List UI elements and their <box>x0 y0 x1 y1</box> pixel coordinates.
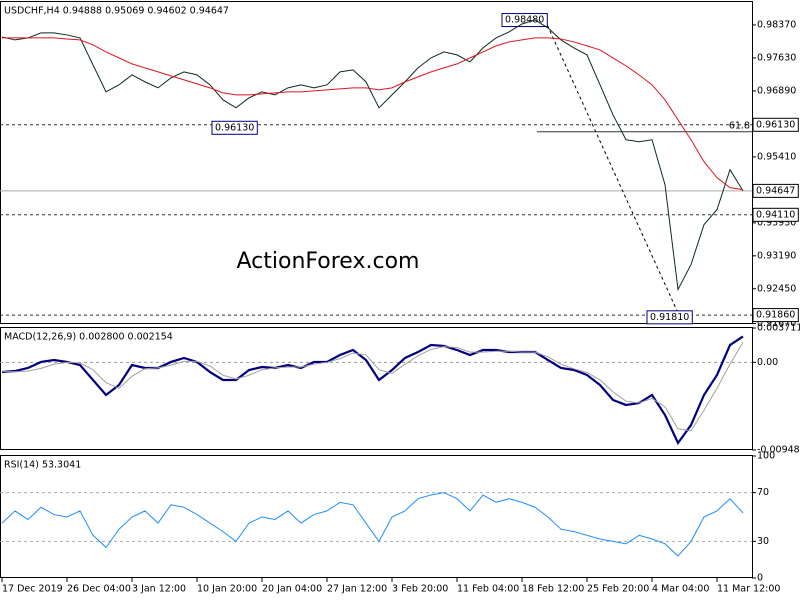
y-tick-label: 0.93190 <box>757 250 796 261</box>
y-tick-label: 0.98370 <box>757 19 796 30</box>
series-line <box>1 335 744 446</box>
panel-title: MACD(12,26,9) 0.002800 0.002154 <box>4 332 173 343</box>
y-tick-label: 0.92450 <box>757 283 796 294</box>
annotation-label: 0.96130 <box>215 122 254 133</box>
annotation-label: 0.91810 <box>650 312 689 323</box>
annotation-label: 0.98480 <box>505 15 544 26</box>
series-line <box>1 342 744 432</box>
x-tick-label: 3 Feb 20:00 <box>392 584 448 595</box>
series-line <box>1 492 744 557</box>
annotation-box <box>501 13 548 28</box>
y-tick-label: 30 <box>757 536 769 547</box>
panel-title: RSI(14) 53.3041 <box>4 460 81 471</box>
series-line <box>2 37 744 191</box>
y-tick-label: 100 <box>757 451 775 462</box>
annotation-box <box>646 310 693 325</box>
level-label-box <box>752 308 799 323</box>
y-tick-label: 0.91670 <box>757 318 796 329</box>
x-tick-label: 27 Jan 12:00 <box>327 584 387 595</box>
x-tick-label: 10 Jan 20:00 <box>197 584 257 595</box>
last-price-label-box <box>752 183 799 198</box>
x-tick-label: 25 Feb 20:00 <box>587 584 649 595</box>
y-tick-label: 0.93930 <box>757 217 796 228</box>
series-line <box>1 19 744 292</box>
level-label-box <box>752 117 799 132</box>
price-panel <box>0 1 753 324</box>
y-tick-label: 0.95410 <box>757 151 796 162</box>
fib-label: 61.8 <box>729 120 750 131</box>
rsi-panel <box>0 455 753 578</box>
level-label-box <box>752 207 799 222</box>
annotation-box <box>211 120 258 135</box>
x-tick-label: 18 Feb 12:00 <box>522 584 584 595</box>
last-price-label: 0.94647 <box>756 185 795 196</box>
x-tick-label: 26 Dec 04:00 <box>67 584 131 595</box>
swing-line <box>544 19 681 318</box>
x-tick-label: 11 Mar 12:00 <box>717 584 780 595</box>
y-tick-label: -0.00948 <box>757 445 800 456</box>
panel-title: USDCHF,H4 0.94888 0.95069 0.94602 0.9464… <box>4 6 229 17</box>
y-tick-label: 0.003711 <box>757 323 800 334</box>
watermark: ActionForex.com <box>237 249 420 274</box>
level-label: 0.91860 <box>756 310 795 321</box>
macd-panel <box>0 327 753 450</box>
level-label: 0.94110 <box>756 209 795 220</box>
y-tick-label: 0 <box>757 573 763 584</box>
y-tick-label: 0.96890 <box>757 85 796 96</box>
y-tick-label: 0.97630 <box>757 52 796 63</box>
level-label: 0.96130 <box>756 119 795 130</box>
x-tick-label: 3 Jan 12:00 <box>132 584 186 595</box>
x-tick-label: 17 Dec 2019 <box>2 584 63 595</box>
y-tick-label: 0.00 <box>757 357 778 368</box>
x-tick-label: 20 Jan 04:00 <box>262 584 322 595</box>
y-tick-label: 70 <box>757 487 769 498</box>
x-tick-label: 4 Mar 04:00 <box>652 584 709 595</box>
x-tick-label: 11 Feb 04:00 <box>457 584 519 595</box>
